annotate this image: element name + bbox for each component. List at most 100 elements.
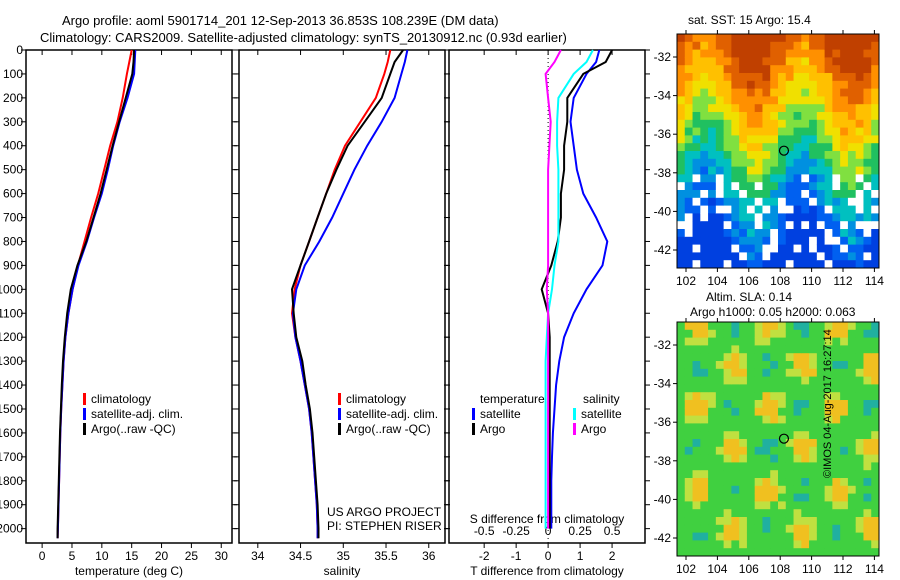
- map-cell: [840, 431, 849, 440]
- map-cell: [871, 244, 880, 253]
- map-cell: [715, 493, 725, 502]
- map-cell: [847, 337, 857, 346]
- map-cell: [684, 501, 694, 510]
- map-cell: [847, 73, 857, 82]
- map-cell: [855, 104, 864, 113]
- map-cell: [809, 104, 818, 113]
- map-cell: [715, 462, 725, 471]
- map-cell: [700, 34, 709, 43]
- map-cell: [816, 174, 826, 183]
- map-cell: [778, 400, 787, 409]
- map-cell: [871, 88, 880, 97]
- map-cell: [824, 205, 833, 214]
- lon-tick-label: 102: [676, 274, 696, 288]
- map-cell: [715, 213, 725, 222]
- map-cell: [692, 509, 701, 518]
- map-cell: [715, 454, 725, 463]
- map-cell: [700, 423, 709, 432]
- map-cell: [824, 151, 833, 160]
- map-cell: [816, 517, 826, 526]
- map-cell: [871, 462, 880, 471]
- map-cell: [793, 151, 802, 160]
- map-cell: [801, 119, 810, 129]
- map-cell: [700, 540, 709, 549]
- map-cell: [746, 392, 756, 401]
- map-cell: [692, 376, 701, 385]
- y-tick-label: 1700: [0, 450, 23, 464]
- map-cell: [677, 205, 686, 214]
- map-cell: [793, 244, 802, 253]
- imos-stamp: ©IMOS 04-Aug-2017 16:27:14: [822, 329, 834, 478]
- map-cell: [708, 73, 717, 82]
- map-cell: [715, 540, 725, 549]
- map-cell: [871, 65, 880, 74]
- map-cell: [855, 548, 864, 557]
- map-cell: [871, 34, 880, 43]
- map-cell: [762, 182, 771, 191]
- map-cell: [677, 431, 686, 440]
- map-cell: [708, 104, 717, 113]
- map-cell: [770, 337, 779, 346]
- map-cell: [871, 517, 880, 526]
- map-cell: [801, 548, 810, 557]
- s-tick-label: 0.5: [604, 524, 621, 538]
- map-cell: [793, 260, 802, 269]
- map-cell: [739, 252, 748, 261]
- map-cell: [677, 135, 686, 144]
- map-cell: [708, 174, 717, 183]
- map-cell: [801, 446, 810, 456]
- lon-tick-label: 114: [865, 562, 884, 576]
- map-cell: [809, 493, 818, 502]
- map-cell: [847, 493, 857, 502]
- map-cell: [809, 470, 818, 479]
- map-cell: [871, 353, 880, 362]
- map-cell: [785, 462, 795, 471]
- map-cell: [816, 73, 826, 82]
- map-cell: [855, 197, 864, 207]
- map-cell: [677, 104, 686, 113]
- map-cell: [778, 431, 787, 440]
- map-cell: [770, 174, 779, 183]
- map-cell: [770, 368, 779, 378]
- map-cell: [824, 462, 833, 471]
- map-cell: [762, 213, 771, 222]
- map-cell: [684, 104, 694, 113]
- map-cell: [723, 143, 732, 152]
- map-cell: [793, 532, 802, 541]
- map-cell: [731, 485, 740, 495]
- map-cell: [793, 462, 802, 471]
- map-cell: [731, 41, 740, 51]
- map-cell: [692, 431, 701, 440]
- map-cell: [840, 353, 849, 362]
- map-cell: [863, 493, 872, 502]
- map-cell: [778, 127, 787, 136]
- map-cell: [708, 400, 717, 409]
- map-cell: [793, 236, 802, 246]
- map-cell: [708, 431, 717, 440]
- map-cell: [677, 532, 686, 541]
- map-cell: [754, 166, 763, 175]
- map-cell: [832, 493, 841, 502]
- map-cell: [840, 501, 849, 510]
- map-cell: [832, 49, 841, 58]
- map-cell: [746, 182, 756, 191]
- map-cell: [785, 532, 795, 541]
- map-cell: [762, 524, 771, 534]
- map-cell: [731, 509, 740, 518]
- map-cell: [863, 213, 872, 222]
- map-cell: [739, 205, 748, 214]
- map-cell: [684, 329, 694, 339]
- map-cell: [746, 135, 756, 144]
- map-cell: [801, 329, 810, 339]
- map-cell: [863, 376, 872, 385]
- map-cell: [708, 221, 717, 230]
- map-cell: [871, 423, 880, 432]
- map-cell: [855, 431, 864, 440]
- map-cell: [692, 205, 701, 214]
- map-cell: [762, 478, 771, 487]
- map-cell: [692, 532, 701, 541]
- map-cell: [723, 376, 732, 385]
- map-cell: [832, 143, 841, 152]
- sdiff-legend-swatch: [573, 423, 576, 435]
- map-cell: [847, 88, 857, 97]
